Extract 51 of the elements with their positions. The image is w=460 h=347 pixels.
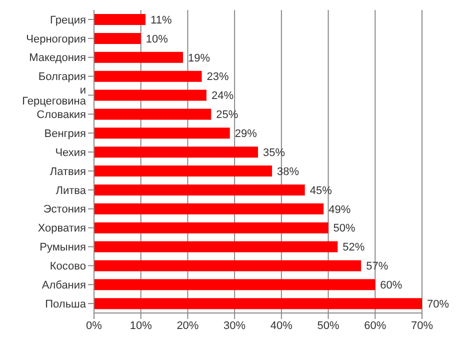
y-tick-label: Македония [29, 52, 86, 64]
x-tick-label: 40% [270, 320, 293, 332]
data-label: 19% [188, 52, 210, 64]
data-label: 11% [150, 14, 172, 26]
y-tick-label: Латвия [50, 166, 86, 178]
bar [94, 90, 206, 101]
data-label: 60% [380, 280, 402, 292]
bar [94, 298, 422, 310]
y-tick-label: Румыния [40, 242, 86, 254]
data-label: 29% [234, 128, 258, 140]
data-label: 70% [427, 298, 450, 310]
bar [94, 52, 184, 63]
bar [94, 241, 338, 252]
bar [94, 166, 272, 176]
bar [94, 146, 258, 158]
bar [94, 222, 328, 234]
x-tick-label: 60% [364, 320, 386, 332]
y-tick-label: Венгрия [44, 128, 86, 140]
y-tick-label: Эстония [43, 204, 86, 216]
bar [94, 203, 324, 214]
y-tick-label: Албания [42, 280, 86, 292]
bar [94, 14, 146, 25]
bar [94, 184, 305, 196]
bar [94, 279, 376, 290]
y-tick-label: Литва [56, 184, 87, 197]
bar [94, 260, 362, 272]
data-label: 52% [342, 242, 365, 254]
data-label: 24% [211, 90, 234, 102]
y-tick-label: Чехия [55, 146, 86, 159]
bar [94, 70, 202, 82]
y-tick-label: Хорватия [38, 222, 86, 235]
data-label: 23% [206, 71, 230, 84]
bar [94, 32, 141, 44]
x-tick-label: 50% [317, 320, 340, 332]
x-tick-label: 20% [176, 320, 199, 332]
data-label: 10% [146, 33, 168, 46]
x-tick-label: 10% [130, 320, 152, 332]
data-label: 50% [333, 222, 356, 235]
y-tick-label: Болгария [38, 71, 86, 84]
y-tick-label: Словакия [36, 109, 86, 122]
bar [94, 128, 230, 139]
y-tick-label: Греция [50, 14, 86, 26]
data-label: 49% [328, 204, 351, 216]
y-tick-label: Польша [45, 298, 87, 310]
y-tick-label: и Герцеговина [22, 84, 87, 108]
bar [94, 108, 212, 120]
x-tick-label: 30% [224, 320, 246, 332]
y-tick-label: Черногория [26, 33, 86, 46]
y-tick-label: Косово [50, 260, 86, 273]
x-tick-label: 0% [86, 320, 102, 332]
x-tick-label: 70% [410, 320, 434, 332]
